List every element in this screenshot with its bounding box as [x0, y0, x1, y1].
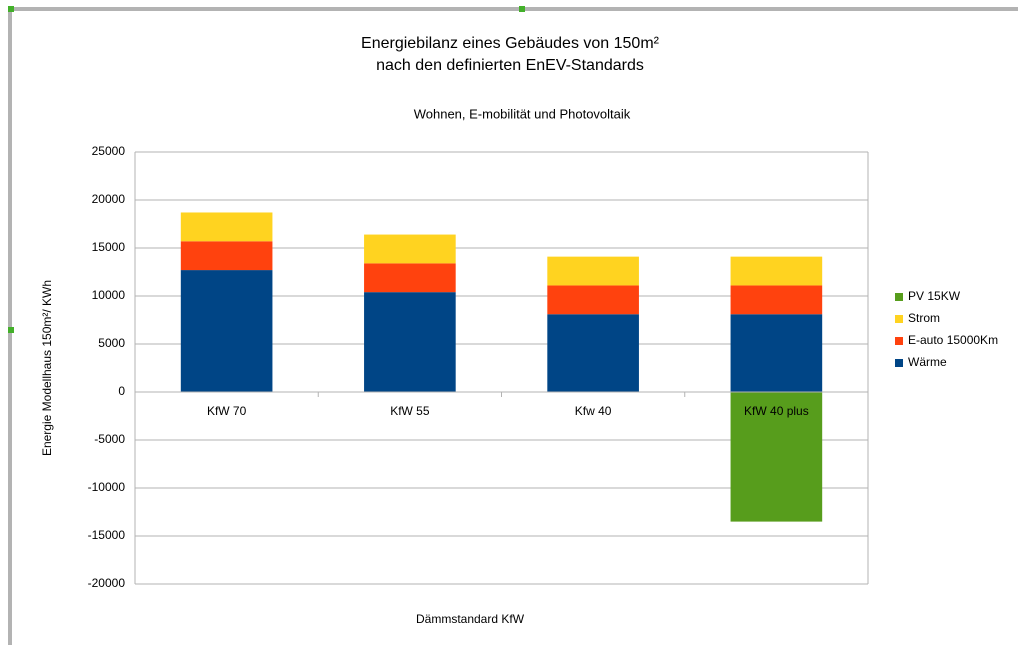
handle	[519, 6, 525, 12]
bar-segment	[547, 285, 639, 315]
bar-segment	[547, 314, 639, 392]
legend-label: Strom	[908, 311, 940, 325]
chart-title: Energiebilanz eines Gebäudes von 150m²	[361, 35, 660, 52]
y-tick-label: 25000	[92, 144, 126, 158]
legend-label: E-auto 15000Km	[908, 333, 998, 347]
bar-segment	[730, 392, 823, 522]
x-tick-label: KfW 40 plus	[744, 404, 809, 418]
bar-segment	[180, 270, 273, 392]
bar-segment	[180, 241, 273, 271]
y-axis-label: Energie Modellhaus 150m²/ KWh	[40, 280, 54, 456]
legend-swatch	[895, 315, 903, 323]
legend-swatch	[895, 293, 903, 301]
legend-label: Wärme	[908, 355, 947, 369]
y-tick-label: -20000	[88, 576, 126, 590]
y-tick-label: 0	[118, 384, 125, 398]
chart-title: nach den definierten EnEV-Standards	[376, 57, 644, 74]
y-tick-label: 5000	[98, 336, 125, 350]
legend-swatch	[895, 337, 903, 345]
bar-segment	[547, 256, 639, 286]
chart-subtitle: Wohnen, E-mobilität und Photovoltaik	[414, 106, 631, 121]
y-tick-label: -5000	[94, 432, 125, 446]
bar-segment	[364, 292, 456, 392]
x-tick-label: KfW 55	[390, 404, 430, 418]
y-tick-label: 20000	[92, 192, 126, 206]
legend-swatch	[895, 359, 903, 367]
handle	[8, 327, 14, 333]
bar-segment	[730, 256, 823, 286]
x-axis-label: Dämmstandard KfW	[416, 612, 525, 626]
x-tick-label: Kfw 40	[575, 404, 612, 418]
bar-segment	[364, 234, 456, 264]
y-tick-label: 10000	[92, 288, 126, 302]
bar-segment	[364, 263, 456, 293]
y-tick-label: -15000	[88, 528, 126, 542]
y-tick-label: 15000	[92, 240, 126, 254]
legend-label: PV 15KW	[908, 289, 961, 303]
bar-segment	[730, 314, 823, 392]
x-tick-label: KfW 70	[207, 404, 247, 418]
bar-segment	[180, 212, 273, 242]
bar-segment	[730, 285, 823, 315]
handle	[8, 6, 14, 12]
y-tick-label: -10000	[88, 480, 126, 494]
